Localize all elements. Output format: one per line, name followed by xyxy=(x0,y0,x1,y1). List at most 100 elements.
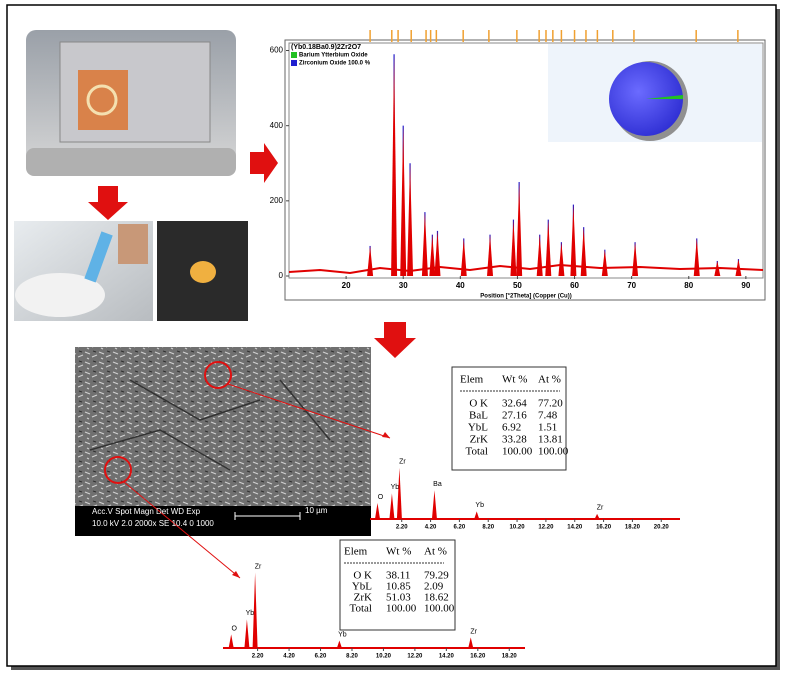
instrument-photo xyxy=(26,30,236,176)
table-cell: YbL xyxy=(352,581,372,593)
table-cell: 51.03 xyxy=(386,592,411,604)
table-cell: BaL xyxy=(469,410,488,422)
x-tick-label: 6.20 xyxy=(454,525,466,531)
sem-values: 10.0 kV 2.0 2000x SE 10.4 0 1000 xyxy=(92,519,214,528)
peak xyxy=(400,125,407,276)
table-cell: 10.85 xyxy=(386,581,411,593)
peak-label: Zr xyxy=(470,628,477,635)
table-cell: 33.28 xyxy=(502,434,527,446)
x-tick-label: 16.20 xyxy=(470,654,486,660)
peak xyxy=(228,634,234,648)
peak xyxy=(367,245,374,276)
peak xyxy=(536,234,543,276)
peak xyxy=(714,260,721,276)
table-cell: ZrK xyxy=(470,434,488,446)
x-tick-label: 70 xyxy=(627,281,636,290)
table-cell: 100.00 xyxy=(424,603,455,615)
table-cell: O K xyxy=(353,570,372,582)
peak xyxy=(601,249,608,276)
pie-slice xyxy=(646,95,683,99)
table-cell: 32.64 xyxy=(502,398,527,410)
x-tick-label: 2.20 xyxy=(396,525,408,531)
sem-scale: 10 µm xyxy=(305,506,328,515)
x-tick-label: 4.20 xyxy=(425,525,437,531)
xrd-background xyxy=(288,263,764,275)
eds-spectrum: 2.20 4.20 6.20 8.20 10.20 12.20 14.20 16.20 18.2… xyxy=(370,459,680,531)
x-tick-label: 2.20 xyxy=(252,654,264,660)
x-tick-label: 14.20 xyxy=(439,654,455,660)
x-tick-label: 6.20 xyxy=(315,654,327,660)
eds-spectrum: 2.20 4.20 6.20 8.20 10.20 12.20 14.20 16.20 18.2… xyxy=(223,563,525,660)
peak xyxy=(391,54,398,276)
table-cell: 27.16 xyxy=(502,410,527,422)
table-cell: 79.29 xyxy=(424,570,449,582)
table-cell: 100.00 xyxy=(386,603,417,615)
y-tick-label: 0 xyxy=(279,271,284,280)
table-header: Wt % xyxy=(502,374,527,386)
peak xyxy=(693,238,700,276)
x-tick-label: 18.20 xyxy=(502,654,518,660)
arrow-right xyxy=(250,143,278,183)
table-cell: Total xyxy=(466,446,488,458)
x-tick-label: 12.20 xyxy=(538,525,554,531)
peak xyxy=(516,182,523,276)
table-header: Elem xyxy=(344,546,368,558)
peak xyxy=(431,490,437,519)
peak xyxy=(407,163,414,276)
table-cell: 13.81 xyxy=(538,434,563,446)
eds-table: Elem Wt % At % O K 32.64 77.20 BaL 27.16 7.48 YbL… xyxy=(451,366,569,471)
peak xyxy=(558,242,565,276)
table-cell: ZrK xyxy=(354,592,372,604)
table-cell: Total xyxy=(350,603,372,615)
table-cell: 7.48 xyxy=(538,410,558,422)
x-tick-label: 10.20 xyxy=(376,654,392,660)
table-cell: O K xyxy=(469,398,488,410)
peak xyxy=(434,230,441,276)
table-cell: YbL xyxy=(468,422,488,434)
peak-label: O xyxy=(231,625,237,632)
table-cell: 100.00 xyxy=(538,446,569,458)
legend-label: Barium Ytterbium Oxide xyxy=(299,53,368,59)
x-tick-label: 30 xyxy=(399,281,408,290)
peak xyxy=(336,640,342,648)
peak xyxy=(244,619,250,648)
peak-label: Ba xyxy=(433,481,442,488)
peak xyxy=(396,467,402,519)
legend-swatch xyxy=(291,52,297,58)
x-tick-label: 12.20 xyxy=(407,654,423,660)
x-tick-label: 20.20 xyxy=(654,525,670,531)
peak xyxy=(594,513,600,519)
peak-label: Yb xyxy=(338,631,347,638)
peak xyxy=(735,259,742,276)
peak xyxy=(421,212,428,276)
x-tick-label: 8.20 xyxy=(482,525,494,531)
table-cell: 38.11 xyxy=(386,570,410,582)
table-cell: 1.51 xyxy=(538,422,557,434)
table-header: At % xyxy=(424,546,447,558)
peak xyxy=(632,242,639,276)
x-tick-label: 4.20 xyxy=(283,654,295,660)
peak xyxy=(429,234,436,276)
peak-label: O xyxy=(378,494,384,501)
x-tick-label: 20 xyxy=(342,281,351,290)
x-tick-label: 10.20 xyxy=(510,525,526,531)
table-cell: 77.20 xyxy=(538,398,563,410)
arrow-down xyxy=(88,186,128,220)
legend-label: Zirconium Oxide 100.0 % xyxy=(299,61,371,67)
peak-label: Yb xyxy=(475,502,484,509)
x-tick-label: 18.20 xyxy=(625,525,641,531)
arrow-down xyxy=(374,322,416,358)
x-tick-label: 16.20 xyxy=(596,525,612,531)
chart-title: (Yb0.18Ba0.9)2Zr2O7 xyxy=(291,44,361,51)
peak-label: Zr xyxy=(255,563,262,570)
peak-label: Yb xyxy=(246,610,255,617)
peak xyxy=(510,219,517,276)
peak xyxy=(252,572,258,648)
sem-header: Acc.V Spot Magn Det WD Exp xyxy=(92,507,201,516)
x-tick-label: 60 xyxy=(570,281,579,290)
peak xyxy=(374,503,380,519)
x-tick-label: 8.20 xyxy=(346,654,358,660)
table-header: Elem xyxy=(460,374,484,386)
peak-label: Zr xyxy=(597,505,604,512)
